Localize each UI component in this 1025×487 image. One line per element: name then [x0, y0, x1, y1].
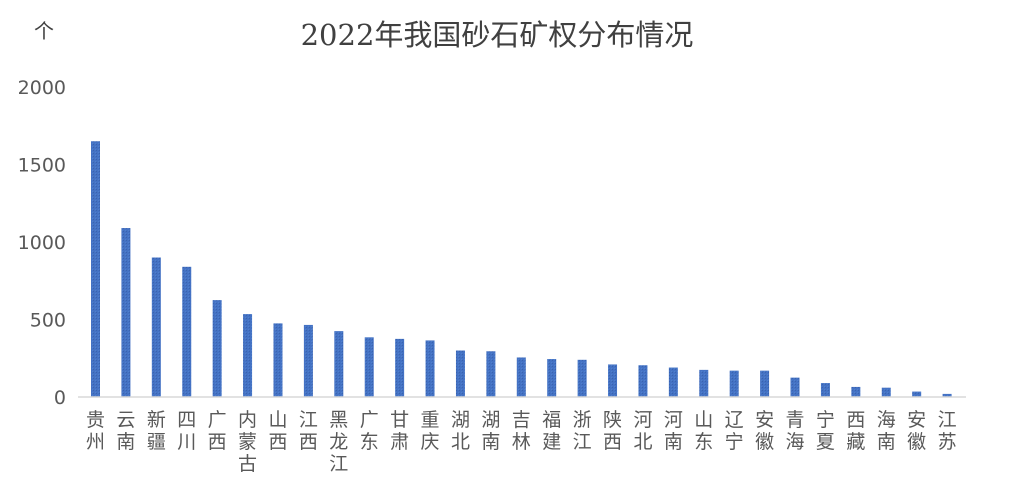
x-tick-label: 湖南	[481, 409, 500, 453]
x-axis-ticks: 贵州云南新疆四川广西内蒙古山西江西黑龙江广东甘肃重庆湖北湖南吉林福建浙江陕西河北…	[86, 409, 957, 475]
bar	[729, 370, 739, 397]
bar	[668, 367, 678, 397]
bar	[790, 377, 800, 397]
x-tick-label: 西藏	[846, 409, 865, 453]
bar	[638, 365, 648, 397]
x-tick-label: 山东	[694, 409, 713, 453]
bar	[151, 257, 161, 397]
x-tick-label: 重庆	[421, 409, 440, 453]
x-tick-label: 四川	[177, 409, 196, 453]
x-tick-label: 福建	[542, 409, 561, 453]
y-tick-label: 500	[30, 310, 66, 332]
y-tick-label: 0	[54, 387, 66, 409]
x-tick-label: 陕西	[603, 409, 622, 453]
x-tick-label: 江苏	[938, 409, 957, 453]
bar	[881, 387, 891, 397]
y-unit-label: 个	[34, 19, 54, 43]
bar	[182, 266, 192, 397]
y-tick-label: 1000	[18, 232, 66, 254]
bar	[851, 386, 861, 397]
x-tick-label: 江西	[299, 409, 318, 453]
x-tick-label: 黑龙江	[329, 409, 348, 475]
x-tick-label: 青海	[786, 409, 805, 453]
bar	[212, 300, 222, 397]
bar	[455, 350, 465, 397]
x-tick-label: 宁夏	[816, 409, 835, 453]
bar	[395, 338, 405, 397]
x-tick-label: 内蒙古	[238, 409, 257, 475]
bar	[364, 337, 374, 397]
bar	[577, 359, 587, 397]
bar	[547, 359, 557, 397]
x-tick-label: 贵州	[86, 409, 105, 453]
y-axis-ticks: 0 500 1000 1500 2000	[18, 77, 66, 409]
x-tick-label: 辽宁	[725, 409, 744, 453]
x-tick-label: 广西	[208, 409, 227, 453]
x-tick-label: 湖北	[451, 409, 470, 453]
bar	[486, 351, 496, 397]
bar	[121, 228, 131, 397]
x-tick-label: 甘肃	[390, 409, 409, 453]
bars-group	[91, 141, 952, 397]
bar	[334, 331, 344, 397]
x-tick-label: 安徽	[907, 409, 926, 453]
bar	[760, 370, 770, 397]
x-tick-label: 新疆	[147, 409, 166, 453]
bar	[942, 393, 952, 397]
bar	[273, 323, 283, 397]
bar	[243, 314, 253, 397]
bar	[516, 357, 526, 397]
bar	[91, 141, 100, 397]
x-tick-label: 河南	[664, 409, 683, 453]
bar	[425, 340, 435, 397]
bar	[699, 369, 709, 397]
y-tick-label: 1500	[18, 155, 66, 177]
x-tick-label: 河北	[633, 409, 652, 453]
x-tick-label: 浙江	[573, 409, 592, 453]
x-tick-label: 广东	[360, 409, 379, 453]
x-tick-label: 云南	[116, 409, 135, 453]
x-tick-label: 海南	[877, 409, 896, 453]
x-tick-label: 安徽	[755, 409, 774, 453]
bar	[303, 324, 313, 397]
bar	[820, 383, 830, 397]
x-tick-label: 吉林	[512, 409, 531, 453]
bar	[608, 364, 618, 397]
y-tick-label: 2000	[18, 77, 66, 99]
x-tick-label: 山西	[268, 409, 287, 453]
bar	[912, 391, 922, 397]
chart-title: 2022年我国砂石矿权分布情况	[301, 18, 694, 52]
